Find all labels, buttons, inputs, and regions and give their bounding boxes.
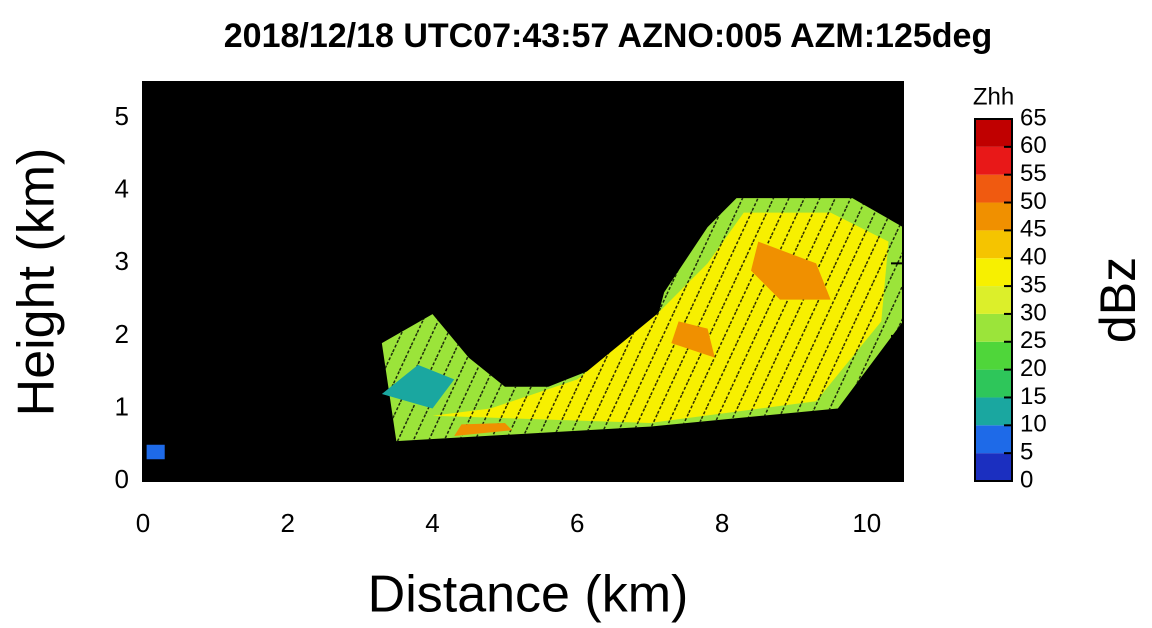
x-tick-label: 0 <box>136 508 150 538</box>
colorbar-tick-label: 45 <box>1020 216 1047 243</box>
y-tick-label: 4 <box>115 174 129 204</box>
colorbar-bin <box>975 341 1012 370</box>
x-tick-label: 4 <box>425 508 439 538</box>
x-tick-label: 10 <box>852 508 881 538</box>
colorbar-tick-label: 65 <box>1020 104 1047 131</box>
colorbar-tick-label: 30 <box>1020 299 1047 326</box>
colorbar-bin <box>975 202 1012 231</box>
y-tick-label: 3 <box>115 246 129 276</box>
plot-frame <box>142 81 904 482</box>
colorbar-label: Zhh <box>973 83 1014 110</box>
x-axis-label: Distance (km) <box>368 566 689 624</box>
colorbar-tick-label: 0 <box>1020 466 1033 493</box>
colorbar-tick-label: 40 <box>1020 244 1047 271</box>
colorbar-bin <box>975 119 1012 147</box>
echo-region <box>381 364 455 409</box>
colorbar-tick-label: 50 <box>1020 188 1047 215</box>
colorbar-tick-label: 5 <box>1020 438 1033 465</box>
y-tick-label: 0 <box>115 464 129 494</box>
colorbar-bin <box>975 397 1012 426</box>
colorbar-tick-label: 15 <box>1020 383 1047 410</box>
echo-region <box>454 422 513 437</box>
colorbar-unit: dBz <box>1090 257 1146 343</box>
colorbar-bin <box>975 369 1012 398</box>
colorbar-bin <box>975 313 1012 342</box>
colorbar-tick-label: 10 <box>1020 411 1047 438</box>
x-tick-label: 2 <box>281 508 295 538</box>
echo-layer <box>146 198 903 460</box>
colorbar-bin <box>975 230 1012 259</box>
echo-region <box>146 444 165 460</box>
colorbar-bin <box>975 146 1012 175</box>
echo-region <box>671 321 715 358</box>
chart-title: 2018/12/18 UTC07:43:57 AZNO:005 AZM:125d… <box>224 17 992 55</box>
x-tick-label: 6 <box>570 508 584 538</box>
y-tick-label: 1 <box>115 391 129 421</box>
colorbar-bin <box>975 258 1012 287</box>
colorbar-tick-label: 35 <box>1020 271 1047 298</box>
colorbar-tick-label: 20 <box>1020 355 1047 382</box>
colorbar-bin <box>975 174 1012 203</box>
colorbar-bin <box>975 286 1012 314</box>
colorbar-tick-label: 25 <box>1020 327 1047 354</box>
colorbar-bin <box>975 453 1012 481</box>
colorbar-bin <box>975 425 1012 454</box>
colorbar-tick-label: 60 <box>1020 132 1047 159</box>
colorbar-tick-label: 55 <box>1020 160 1047 187</box>
echo-region <box>751 241 831 300</box>
colorbar-frame <box>974 118 1013 482</box>
x-tick-label: 8 <box>715 508 729 538</box>
y-tick-label: 5 <box>115 101 129 131</box>
y-tick-label: 2 <box>115 319 129 349</box>
y-axis-label: Height (km) <box>8 148 66 417</box>
